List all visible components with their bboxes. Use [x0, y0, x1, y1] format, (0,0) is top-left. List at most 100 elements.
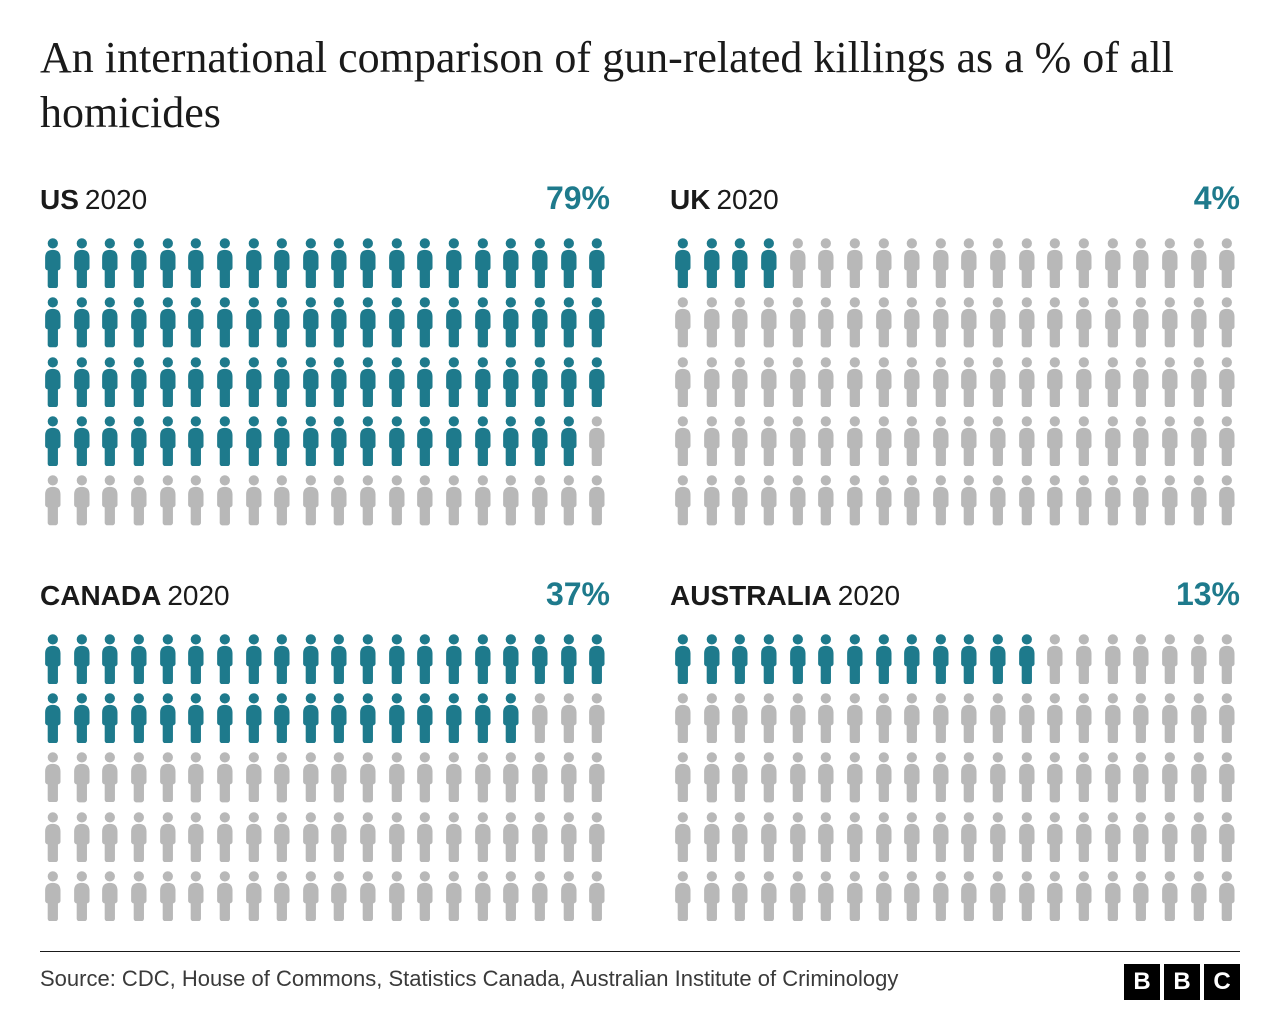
person-icon	[183, 237, 209, 288]
pictogram-unit	[1071, 415, 1097, 466]
person-icon	[470, 811, 496, 862]
pictogram-unit	[670, 296, 696, 347]
pictogram-unit	[1214, 415, 1240, 466]
pictogram-unit	[498, 692, 524, 743]
pictogram-unit	[1071, 237, 1097, 288]
pictogram-unit	[1100, 811, 1126, 862]
person-icon	[241, 811, 267, 862]
person-icon	[355, 237, 381, 288]
person-icon	[928, 692, 954, 743]
pictogram-unit	[813, 237, 839, 288]
pictogram-unit	[956, 296, 982, 347]
pictogram-unit	[97, 811, 123, 862]
pictogram-unit	[1042, 751, 1068, 802]
person-icon	[785, 356, 811, 407]
person-icon	[183, 415, 209, 466]
person-icon	[699, 474, 725, 525]
person-icon	[212, 811, 238, 862]
person-icon	[326, 237, 352, 288]
person-icon	[1186, 811, 1212, 862]
person-icon	[97, 692, 123, 743]
pictogram-unit	[1186, 356, 1212, 407]
pictogram-unit	[155, 811, 181, 862]
pictogram-unit	[556, 811, 582, 862]
pictogram-unit	[756, 474, 782, 525]
pictogram-unit	[183, 811, 209, 862]
person-icon	[498, 692, 524, 743]
person-icon	[527, 692, 553, 743]
person-icon	[1042, 811, 1068, 862]
pictogram-unit	[1214, 474, 1240, 525]
pictogram-unit	[1157, 870, 1183, 921]
person-icon	[326, 296, 352, 347]
person-icon	[1100, 474, 1126, 525]
pictogram-unit	[1100, 692, 1126, 743]
pictogram-unit	[527, 692, 553, 743]
pictogram-unit	[813, 296, 839, 347]
person-icon	[441, 356, 467, 407]
pictogram-unit	[842, 474, 868, 525]
person-icon	[584, 474, 610, 525]
pictogram-unit	[183, 356, 209, 407]
person-icon	[584, 296, 610, 347]
person-icon	[1186, 415, 1212, 466]
person-icon	[1071, 237, 1097, 288]
country-year: 2020	[838, 580, 900, 611]
person-icon	[813, 751, 839, 802]
pictogram-unit	[1071, 751, 1097, 802]
person-icon	[384, 692, 410, 743]
person-icon	[556, 870, 582, 921]
bbc-logo: BBC	[1124, 964, 1240, 1000]
pictogram-unit	[97, 692, 123, 743]
pictogram-unit	[298, 474, 324, 525]
pictogram-unit	[470, 811, 496, 862]
pictogram-unit	[298, 870, 324, 921]
pictogram-unit	[756, 633, 782, 684]
person-icon	[899, 415, 925, 466]
person-icon	[928, 356, 954, 407]
pictogram-unit	[928, 237, 954, 288]
person-icon	[813, 296, 839, 347]
person-icon	[155, 870, 181, 921]
source-text: Source: CDC, House of Commons, Statistic…	[40, 964, 898, 995]
person-icon	[384, 633, 410, 684]
person-icon	[1157, 870, 1183, 921]
person-icon	[1186, 474, 1212, 525]
person-icon	[1100, 633, 1126, 684]
pictogram-unit	[412, 692, 438, 743]
person-icon	[183, 692, 209, 743]
person-icon	[871, 296, 897, 347]
pictogram-unit	[212, 356, 238, 407]
pictogram-unit	[326, 751, 352, 802]
pictogram-unit	[699, 237, 725, 288]
pictogram-unit	[412, 356, 438, 407]
pictogram-unit	[956, 237, 982, 288]
person-icon	[670, 237, 696, 288]
pictogram-unit	[699, 751, 725, 802]
pictogram-unit	[498, 633, 524, 684]
person-icon	[69, 633, 95, 684]
person-icon	[871, 870, 897, 921]
pictogram-unit	[1157, 415, 1183, 466]
person-icon	[727, 474, 753, 525]
person-icon	[1128, 356, 1154, 407]
pictogram-unit	[384, 474, 410, 525]
pictogram-unit	[813, 692, 839, 743]
pictogram-unit	[556, 474, 582, 525]
person-icon	[670, 870, 696, 921]
country-name: AUSTRALIA	[670, 580, 832, 611]
pictogram-unit	[985, 870, 1011, 921]
person-icon	[412, 870, 438, 921]
pictogram-unit	[212, 811, 238, 862]
pictogram-unit	[1157, 237, 1183, 288]
person-icon	[556, 751, 582, 802]
person-icon	[183, 296, 209, 347]
pictogram-unit	[670, 811, 696, 862]
pictogram-unit	[1042, 870, 1068, 921]
person-icon	[384, 870, 410, 921]
pictogram-unit	[785, 296, 811, 347]
pictogram-unit	[241, 296, 267, 347]
pictogram-unit	[298, 237, 324, 288]
person-icon	[756, 415, 782, 466]
pictogram-unit	[241, 237, 267, 288]
